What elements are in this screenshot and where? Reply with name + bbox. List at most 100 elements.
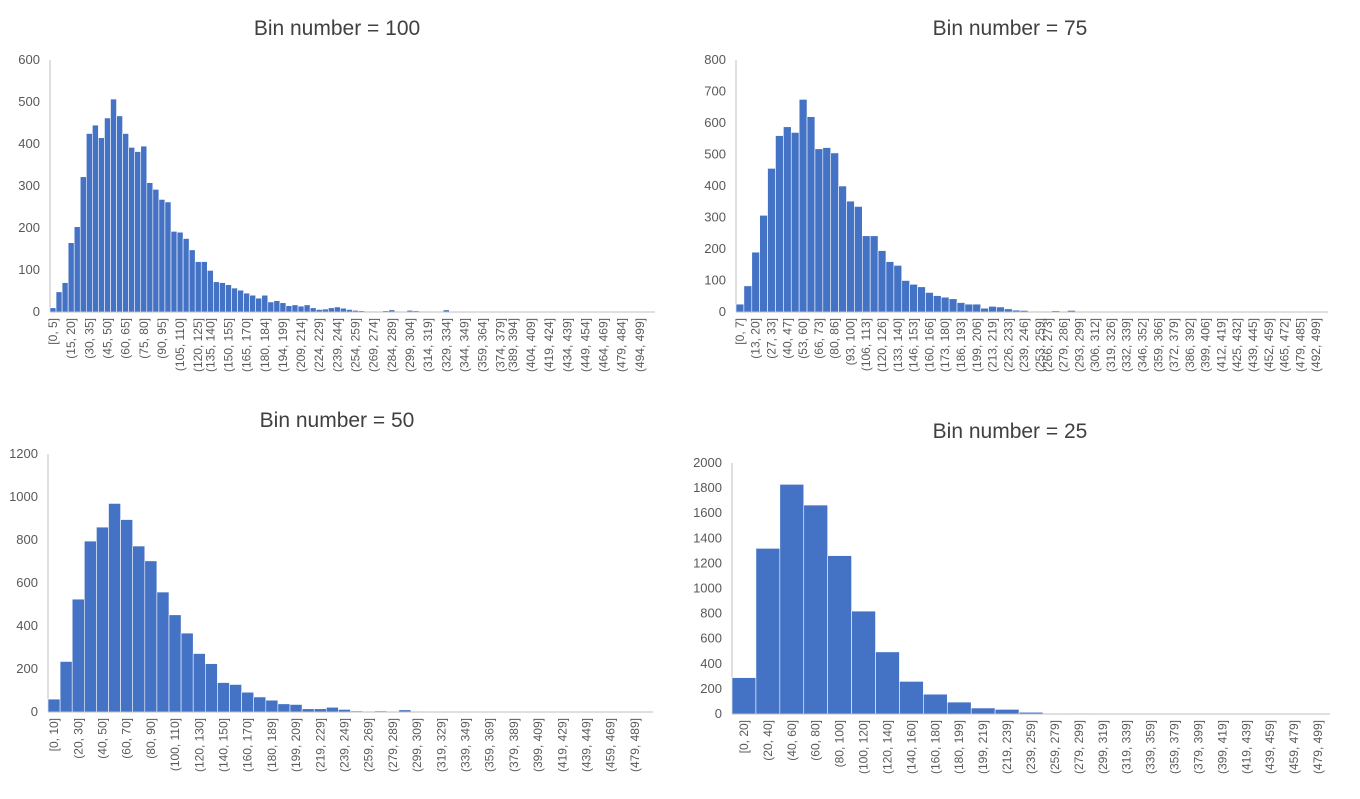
x-tick-label: (479, 499] — [1311, 720, 1325, 774]
histogram-bar — [893, 265, 903, 313]
x-tick-label: [0, 10] — [47, 718, 61, 751]
histogram-bar — [790, 132, 800, 313]
histogram-bar — [735, 303, 745, 313]
histogram-bar — [767, 168, 776, 313]
histogram-bar — [59, 661, 73, 713]
histogram-bar — [923, 693, 948, 715]
x-tick-label: (359, 366] — [1151, 318, 1165, 372]
histogram-bar — [822, 147, 832, 313]
histogram-bar — [158, 199, 166, 313]
histogram-bar — [120, 519, 133, 713]
x-tick-label: (199, 219] — [976, 720, 990, 774]
histogram-bar — [933, 295, 942, 313]
histogram-bar — [243, 292, 250, 313]
y-tick-label: 0 — [719, 304, 726, 319]
y-tick-label: 200 — [704, 241, 726, 256]
chart-title: Bin number = 75 — [933, 17, 1088, 40]
x-tick-label: (419, 439] — [1239, 720, 1253, 774]
y-tick-label: 200 — [16, 661, 38, 676]
histogram-bar — [340, 307, 347, 313]
x-tick-label: (80, 86] — [828, 318, 842, 359]
histogram-bar — [980, 307, 989, 313]
x-tick-label: (105, 110] — [173, 318, 187, 371]
histogram-bar — [164, 201, 172, 313]
histogram-bar — [334, 306, 341, 313]
histogram-bar — [956, 302, 966, 313]
histogram-bar — [948, 298, 958, 313]
x-tick-label: (219, 229] — [313, 718, 327, 772]
histogram-bar — [170, 231, 178, 313]
histogram-bar — [49, 307, 57, 313]
histogram-bar — [92, 124, 99, 313]
x-tick-label: (379, 389] — [507, 718, 521, 772]
x-tick-label: (399, 409] — [531, 718, 545, 772]
x-tick-label: (60, 80] — [809, 720, 823, 761]
histogram-bar — [128, 147, 135, 313]
y-tick-label: 400 — [18, 136, 40, 151]
y-tick-label: 700 — [704, 84, 726, 99]
x-tick-label: (135, 140] — [203, 318, 217, 372]
x-tick-label: (319, 329] — [434, 718, 448, 772]
histogram-bar — [303, 304, 311, 313]
histogram-bar — [751, 251, 760, 313]
x-tick-label: (346, 352] — [1136, 318, 1150, 372]
x-tick-label: (90, 95] — [155, 318, 169, 359]
histogram-bar — [925, 292, 934, 313]
x-tick-label: (180, 189] — [265, 718, 279, 772]
histogram-bar — [110, 98, 117, 313]
x-tick-label: (45, 50] — [100, 318, 114, 359]
x-tick-label: (319, 326] — [1104, 318, 1118, 372]
x-tick-label: (226, 233] — [1001, 318, 1015, 372]
chart-title: Bin number = 50 — [260, 409, 415, 432]
x-tick-label: (412, 419] — [1214, 318, 1228, 372]
x-tick-label: (314, 319] — [421, 318, 435, 372]
x-tick-label: (279, 299] — [1072, 720, 1086, 774]
histogram-bar — [47, 698, 61, 713]
x-tick-label: (284, 289] — [385, 318, 399, 372]
histogram-bar — [803, 504, 828, 715]
histogram-bar — [192, 653, 206, 713]
histogram-bar — [219, 282, 226, 313]
histogram-bar — [297, 305, 305, 313]
x-tick-label: (439, 445] — [1246, 318, 1260, 372]
histogram-bar — [79, 176, 87, 313]
histogram-bar — [273, 300, 281, 313]
x-tick-label: (140, 150] — [216, 718, 230, 772]
x-tick-label: (120, 130] — [192, 718, 206, 772]
histogram-bar — [885, 261, 895, 313]
histogram-bar — [972, 303, 981, 313]
y-tick-label: 100 — [704, 273, 726, 288]
x-tick-label: (492, 499] — [1309, 318, 1323, 372]
x-tick-label: (160, 166] — [922, 318, 936, 372]
x-tick-label: (359, 369] — [483, 718, 497, 772]
x-tick-label: (452, 459] — [1262, 318, 1276, 372]
x-tick-label: (160, 170] — [241, 718, 255, 772]
histogram-bar — [61, 282, 69, 313]
x-tick-label: (372, 379] — [1167, 318, 1181, 372]
x-tick-label: (344, 349] — [457, 318, 471, 372]
x-tick-label: (374, 379] — [494, 318, 508, 372]
x-tick-label: (459, 479] — [1287, 720, 1301, 774]
histogram-bar — [200, 261, 208, 313]
x-tick-label: (186, 193] — [954, 318, 968, 372]
x-tick-label: (146, 153] — [907, 318, 921, 372]
histogram-bar — [156, 591, 170, 713]
chart-title: Bin number = 25 — [933, 420, 1088, 443]
x-tick-label: (40, 47] — [780, 318, 794, 359]
x-tick-label: (379, 399] — [1191, 720, 1205, 774]
x-tick-label: (194, 199] — [276, 318, 290, 372]
x-tick-label: (494, 499] — [633, 318, 647, 372]
x-tick-label: (40, 60] — [785, 720, 799, 761]
x-tick-label: [0, 20] — [737, 720, 751, 753]
x-tick-label: (293, 299] — [1072, 318, 1086, 372]
x-tick-label: (160, 180] — [928, 720, 942, 774]
y-tick-label: 400 — [16, 618, 38, 633]
histogram-bin-50: Bin number = 50 0 200 400 600 800 1000 1200 [0, … — [0, 400, 680, 799]
histogram-bar — [875, 651, 900, 715]
histogram-bar — [946, 701, 972, 715]
y-tick-label: 200 — [18, 220, 40, 235]
x-tick-label: (359, 364] — [476, 318, 490, 372]
histogram-bar — [261, 294, 269, 313]
histogram-bin-25: Bin number = 25 0 200 400 600 800 1000 1200 1400… — [680, 400, 1360, 799]
histogram-bar — [265, 699, 279, 713]
